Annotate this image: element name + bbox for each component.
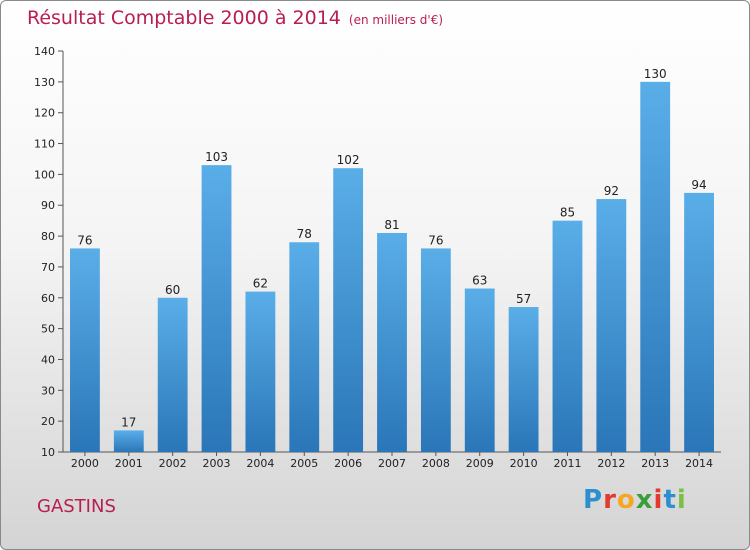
bar bbox=[508, 307, 539, 452]
bar bbox=[201, 165, 232, 452]
y-tick-label: 30 bbox=[41, 384, 55, 397]
bar-value-label: 92 bbox=[604, 184, 619, 198]
x-tick-label: 2004 bbox=[246, 457, 274, 470]
x-tick-label: 2011 bbox=[553, 457, 581, 470]
bar bbox=[552, 220, 583, 452]
y-tick-label: 120 bbox=[34, 107, 55, 120]
y-tick-label: 130 bbox=[34, 76, 55, 89]
y-tick-label: 90 bbox=[41, 199, 55, 212]
y-tick-label: 110 bbox=[34, 138, 55, 151]
x-tick-label: 2009 bbox=[466, 457, 494, 470]
y-tick-label: 140 bbox=[34, 45, 55, 58]
bar-value-label: 63 bbox=[472, 274, 487, 288]
x-tick-label: 2000 bbox=[71, 457, 99, 470]
bar bbox=[245, 291, 276, 452]
x-tick-label: 2014 bbox=[685, 457, 713, 470]
bar-value-label: 57 bbox=[516, 292, 531, 306]
bar-value-label: 17 bbox=[121, 415, 136, 429]
bar bbox=[333, 168, 364, 452]
x-tick-label: 2012 bbox=[597, 457, 625, 470]
bar-value-label: 60 bbox=[165, 283, 180, 297]
x-tick-label: 2010 bbox=[510, 457, 538, 470]
bar bbox=[684, 192, 714, 452]
y-tick-label: 40 bbox=[41, 353, 55, 366]
bar-value-label: 78 bbox=[297, 227, 312, 241]
y-tick-label: 80 bbox=[41, 230, 55, 243]
bar bbox=[640, 81, 671, 452]
x-tick-label: 2002 bbox=[159, 457, 187, 470]
y-tick-label: 50 bbox=[41, 323, 55, 336]
bar bbox=[289, 242, 320, 452]
x-tick-label: 2008 bbox=[422, 457, 450, 470]
brand-letter: i bbox=[676, 485, 687, 515]
bar bbox=[377, 232, 407, 452]
bar-value-label: 130 bbox=[644, 67, 667, 81]
bar-value-label: 76 bbox=[77, 233, 92, 247]
chart-subtitle: (en milliers d'€) bbox=[348, 13, 444, 27]
brand-letter: i bbox=[653, 485, 664, 515]
x-tick-label: 2001 bbox=[115, 457, 143, 470]
commune-name: GASTINS bbox=[37, 496, 116, 517]
brand-letter: o bbox=[616, 485, 636, 515]
x-tick-label: 2007 bbox=[378, 457, 406, 470]
bar-value-label: 76 bbox=[428, 233, 443, 247]
x-tick-label: 2013 bbox=[641, 457, 669, 470]
chart-title: Résultat Comptable 2000 à 2014 bbox=[27, 7, 341, 29]
bar bbox=[464, 288, 495, 452]
bar-value-label: 94 bbox=[691, 178, 706, 192]
x-tick-label: 2003 bbox=[203, 457, 231, 470]
x-tick-label: 2006 bbox=[334, 457, 362, 470]
x-tick-label: 2005 bbox=[290, 457, 318, 470]
chart-title-block: Résultat Comptable 2000 à 2014 (en millie… bbox=[27, 7, 443, 29]
bar bbox=[420, 248, 451, 452]
bar-value-label: 62 bbox=[253, 277, 268, 291]
brand-letter: P bbox=[583, 485, 604, 515]
proxiti-logo: Proxiti bbox=[583, 485, 687, 515]
y-tick-label: 100 bbox=[34, 168, 55, 181]
brand-letter: x bbox=[635, 485, 654, 515]
y-tick-label: 10 bbox=[41, 446, 55, 459]
brand-letter: r bbox=[603, 485, 617, 515]
bar bbox=[113, 430, 144, 452]
bar bbox=[70, 248, 100, 452]
brand-letter: t bbox=[663, 485, 677, 515]
y-tick-label: 20 bbox=[41, 415, 55, 428]
bar-value-label: 102 bbox=[337, 153, 360, 167]
bar-value-label: 103 bbox=[205, 150, 228, 164]
bar-value-label: 85 bbox=[560, 206, 575, 220]
y-tick-label: 70 bbox=[41, 261, 55, 274]
bar-value-label: 81 bbox=[384, 218, 399, 232]
y-tick-label: 60 bbox=[41, 292, 55, 305]
bar bbox=[157, 297, 188, 452]
bar bbox=[596, 199, 627, 452]
